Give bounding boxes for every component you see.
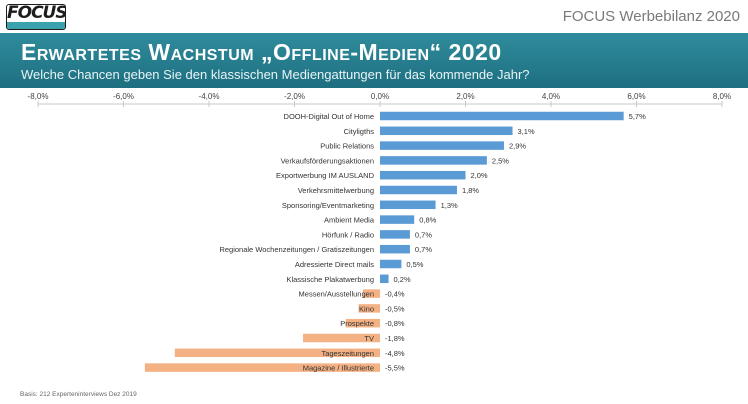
chart-subtitle: Welche Chancen geben Sie den klassischen… [21, 67, 530, 82]
x-tick-label: -6,0% [113, 92, 134, 101]
bar [380, 141, 504, 150]
category-label: Messen/Ausstellungen [299, 290, 374, 299]
category-label: Verkaufsförderungsaktionen [281, 156, 374, 165]
bar [380, 259, 402, 269]
bar [380, 185, 457, 195]
category-label: Adressierte Direct mails [295, 260, 374, 269]
category-label: Hörfunk / Radio [322, 230, 374, 239]
bar [380, 274, 389, 284]
category-label: Public Relations [320, 142, 374, 151]
logo-text: FOCUS [7, 4, 66, 23]
data-label: -4,8% [385, 349, 405, 358]
data-label: 0,7% [415, 245, 432, 254]
category-label: TV [364, 334, 374, 343]
x-tick-label: -8,0% [28, 92, 49, 101]
category-label: Tageszeitungen [321, 349, 374, 358]
bar [380, 126, 513, 136]
bar [380, 215, 415, 224]
x-tick-label: -2,0% [284, 92, 305, 101]
title-banner: Erwartetes Wachstum „Offline-Medien“ 202… [0, 33, 748, 88]
data-label: 5,7% [629, 112, 646, 121]
data-label: -1,8% [385, 334, 405, 343]
data-label: -0,5% [385, 304, 405, 313]
category-label: Verkehrsmittelwerbung [298, 186, 374, 195]
data-label: 0,8% [419, 216, 436, 225]
bar [380, 244, 410, 254]
data-label: 0,5% [406, 260, 423, 269]
x-tick-label: 4,0% [542, 92, 560, 101]
category-label: Exportwerbung IM AUSLAND [276, 171, 375, 180]
category-label: Ambient Media [324, 216, 375, 225]
logo-bar [7, 22, 65, 29]
bar [345, 318, 380, 328]
data-label: 1,8% [462, 186, 479, 195]
category-label: Magazine / Illustrierte [303, 364, 374, 373]
x-tick-label: 0,0% [371, 92, 389, 101]
brand-label: FOCUS Werbebilanz 2020 [562, 8, 740, 25]
bar [380, 230, 410, 239]
category-label: Prospekte [340, 319, 374, 328]
data-label: -5,5% [385, 364, 405, 373]
category-label: Kino [359, 304, 374, 313]
bar [303, 333, 380, 343]
data-label: 0,2% [394, 275, 411, 284]
data-label: -0,8% [385, 319, 405, 328]
category-label: DOOH-Digital Out of Home [284, 112, 374, 121]
data-label: 2,9% [509, 142, 526, 151]
data-label: 2,0% [471, 171, 488, 180]
footnote: Basis: 212 Experteninterviews Dez 2019 [20, 391, 137, 398]
category-label: Sponsoring/Eventmarketing [282, 201, 374, 210]
bar [380, 170, 466, 180]
data-label: 2,5% [492, 156, 509, 165]
category-label: Klassische Plakatwerbung [286, 275, 374, 284]
bar [174, 348, 380, 358]
data-label: 1,3% [441, 201, 458, 210]
data-label: 3,1% [518, 127, 535, 136]
x-tick-label: 6,0% [627, 92, 645, 101]
category-label: Regionale Wochenzeitungen / Gratiszeitun… [219, 245, 374, 254]
chart-title: Erwartetes Wachstum „Offline-Medien“ 202… [21, 39, 502, 65]
bar [380, 200, 436, 210]
x-tick-label: 8,0% [713, 92, 731, 101]
bar [362, 289, 380, 298]
x-tick-label: 2,0% [456, 92, 474, 101]
bar [144, 363, 380, 372]
x-tick-label: -4,0% [199, 92, 220, 101]
data-label: -0,4% [385, 290, 405, 299]
category-label: Cityligths [344, 127, 375, 136]
data-label: 0,7% [415, 230, 432, 239]
focus-logo: FOCUS [6, 4, 66, 30]
bar [380, 111, 624, 121]
bar [358, 304, 380, 313]
bar [380, 156, 487, 165]
